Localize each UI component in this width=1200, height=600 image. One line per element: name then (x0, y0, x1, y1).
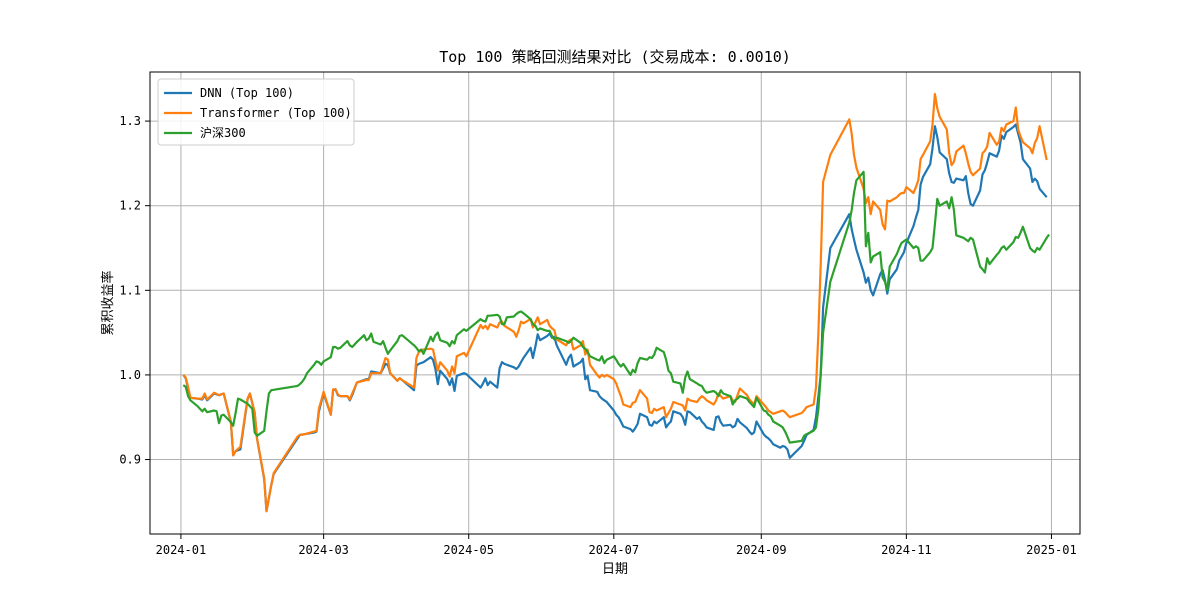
y-tick-label: 1.2 (119, 199, 141, 213)
legend-box (157, 78, 355, 146)
legend-label: DNN (Top 100) (200, 86, 294, 100)
series-lines (182, 92, 1050, 513)
x-tick-label: 2024-09 (736, 543, 787, 557)
y-axis-label: 累积收益率 (100, 270, 116, 335)
legend-label: Transformer (Top 100) (200, 106, 352, 120)
y-tick-label: 0.9 (119, 453, 141, 467)
x-tick-label: 2024-11 (881, 543, 932, 557)
plot-area-frame (149, 71, 1081, 535)
y-tick-label: 1.1 (119, 283, 141, 297)
y-axis: 0.9 1.0 1.1 1.2 1.3 (119, 114, 150, 467)
x-tick-label: 2024-07 (589, 543, 640, 557)
legend: DNN (Top 100) Transformer (Top 100) 沪深300 (157, 78, 355, 146)
x-tick-label: 2025-01 (1026, 543, 1077, 557)
x-tick-label: 2024-05 (443, 543, 494, 557)
x-axis: 2024-01 2024-03 2024-05 2024-07 2024-09 2024-… (156, 534, 1077, 557)
chart-title: Top 100 策略回测结果对比 (交易成本: 0.0010) (439, 48, 791, 66)
legend-label: 沪深300 (200, 126, 246, 140)
x-axis-label: 日期 (602, 562, 628, 577)
y-tick-label: 1.0 (119, 368, 141, 382)
y-tick-label: 1.3 (119, 114, 141, 128)
x-tick-label: 2024-03 (298, 543, 349, 557)
series-line-1 (182, 92, 1048, 513)
series-line-2 (182, 170, 1050, 444)
x-tick-label: 2024-01 (156, 543, 207, 557)
